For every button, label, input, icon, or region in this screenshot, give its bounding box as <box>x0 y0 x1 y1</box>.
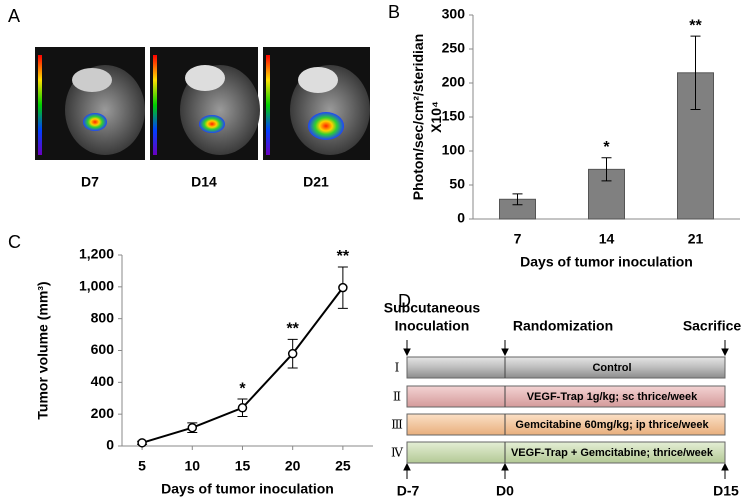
y-axis-label: Photon/sec/cm²/steridian X10⁴ <box>410 34 444 200</box>
group-label: VEGF-Trap + Gemcitabine; thrice/week <box>511 447 714 459</box>
x-tick-label: 20 <box>285 458 301 474</box>
event-label: Subcutaneous <box>384 300 481 316</box>
event-label: Sacrifice <box>683 318 742 334</box>
point <box>338 282 348 293</box>
x-tick-label: 14 <box>599 231 615 247</box>
group-label: VEGF-Trap 1g/kg; sc thrice/week <box>527 391 698 403</box>
day-label: D15 <box>713 483 739 499</box>
point <box>137 438 147 448</box>
significance: ** <box>689 17 702 34</box>
point <box>187 422 198 433</box>
x-axis-label: Days of tumor inoculation <box>520 254 693 270</box>
y-axis-label-line: X10⁴ <box>428 101 444 133</box>
day-label: D-7 <box>397 483 420 499</box>
y-tick-label: 0 <box>106 437 114 453</box>
y-tick-label: 300 <box>442 6 466 22</box>
panel-label: C <box>8 232 21 252</box>
y-tick-label: 1,200 <box>79 246 114 262</box>
image-label: D7 <box>81 174 99 190</box>
y-axis-label: Tumor volume (mm³) <box>35 281 51 419</box>
y-tick-label: 1,000 <box>79 278 114 294</box>
y-tick-label: 400 <box>91 373 115 389</box>
y-tick-label: 50 <box>449 176 465 192</box>
day-label: D0 <box>496 483 514 499</box>
x-axis-label: Days of tumor inoculation <box>161 481 334 497</box>
significance: ** <box>337 248 350 265</box>
panel-label: A <box>8 6 20 26</box>
panel-label: D <box>398 291 411 311</box>
x-tick-label: 15 <box>235 458 251 474</box>
group-label: Control <box>592 362 631 374</box>
point <box>287 348 298 359</box>
event-label: Randomization <box>513 318 613 334</box>
x-tick-label: 5 <box>138 458 146 474</box>
error-bar <box>512 193 523 206</box>
significance: ** <box>286 321 299 338</box>
image <box>150 47 260 160</box>
image-label: D21 <box>303 174 329 190</box>
significance: * <box>239 380 246 397</box>
point <box>237 403 248 413</box>
y-axis-label-line: Photon/sec/cm²/steridian <box>410 34 426 200</box>
y-tick-label: 200 <box>91 405 115 421</box>
error-bar <box>601 157 612 182</box>
image-label: D14 <box>191 174 217 190</box>
x-tick-label: 21 <box>688 231 704 247</box>
image <box>263 47 370 160</box>
timeline: Subcutaneous Inoculation Randomization S… <box>384 300 742 499</box>
x-tick-label: 7 <box>514 231 522 247</box>
group-numeral: Ⅱ <box>393 390 401 404</box>
x-tick-label: 25 <box>335 458 351 474</box>
y-tick-label: 250 <box>442 40 466 56</box>
y-tick-label: 800 <box>91 309 115 325</box>
y-tick-label: 0 <box>457 210 465 226</box>
x-tick-label: 10 <box>184 458 200 474</box>
y-tick-label: 600 <box>91 341 115 357</box>
image <box>35 47 145 160</box>
y-tick-label: 200 <box>442 74 466 90</box>
group-numeral: Ⅳ <box>391 446 404 460</box>
group-numeral: Ⅰ <box>395 361 400 375</box>
panel-label: B <box>388 2 400 22</box>
group-label: Gemcitabine 60mg/kg; ip thrice/week <box>515 419 709 431</box>
y-tick-label: 100 <box>442 142 466 158</box>
y-tick-label: 150 <box>442 108 466 124</box>
event-label: Inoculation <box>395 318 470 334</box>
line <box>141 287 344 444</box>
error-bar <box>690 35 701 111</box>
group-numeral: Ⅲ <box>391 418 403 432</box>
significance: * <box>603 139 610 156</box>
